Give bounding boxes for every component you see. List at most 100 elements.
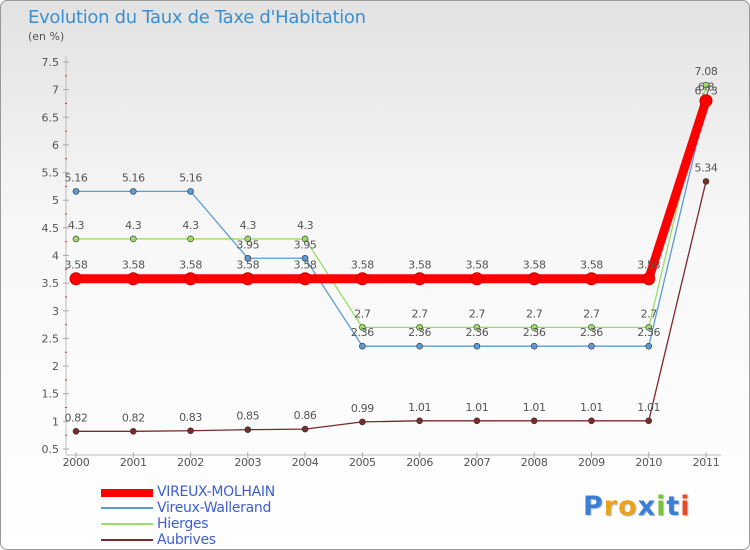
data-point xyxy=(645,342,653,350)
data-label: 0.85 xyxy=(236,410,259,423)
y-tick-label: 1 xyxy=(52,415,59,428)
data-point xyxy=(645,417,653,425)
data-point xyxy=(473,324,481,331)
data-label: 2.7 xyxy=(583,307,600,320)
logo-letter: t xyxy=(666,491,681,522)
data-label: 3.58 xyxy=(465,259,488,272)
legend-swatch-vireux-molhain xyxy=(101,489,153,497)
data-label: 0.82 xyxy=(122,411,145,424)
data-label: 3.58 xyxy=(523,259,546,272)
data-point xyxy=(359,342,366,350)
data-point xyxy=(588,324,595,331)
data-point xyxy=(184,272,198,286)
x-tick-label: 2004 xyxy=(292,456,319,469)
y-tick-label: 4.5 xyxy=(42,222,60,235)
data-label: 1.01 xyxy=(523,401,546,414)
data-point xyxy=(416,417,423,425)
data-label: 2.7 xyxy=(469,307,486,320)
legend-label: VIREUX-MOLHAIN xyxy=(157,484,275,500)
data-point xyxy=(416,342,423,350)
data-point xyxy=(473,342,481,350)
y-tick-label: 7.5 xyxy=(42,56,60,69)
data-point xyxy=(187,235,194,243)
data-label: 2.36 xyxy=(465,326,488,339)
data-label: 4.3 xyxy=(182,219,199,232)
data-label: 5.16 xyxy=(122,171,145,184)
data-point xyxy=(244,426,252,433)
data-point xyxy=(72,188,80,195)
data-label: 3.58 xyxy=(294,259,317,272)
legend-label: Hierges xyxy=(157,516,209,532)
proxiti-logo: Proxiti xyxy=(583,491,691,522)
data-label: 6.8 xyxy=(698,81,715,94)
logo-letter: r xyxy=(603,491,619,522)
data-point xyxy=(584,272,598,286)
data-point xyxy=(129,188,137,195)
logo-letter: i xyxy=(656,491,667,522)
data-point xyxy=(588,417,595,425)
data-point xyxy=(355,272,369,286)
data-point xyxy=(187,188,194,195)
data-point xyxy=(298,272,312,286)
y-tick-label: 6.5 xyxy=(42,111,60,124)
data-point xyxy=(187,427,194,435)
data-label: 2.36 xyxy=(351,326,374,339)
data-point xyxy=(72,235,80,243)
data-label: 2.7 xyxy=(641,307,658,320)
data-label: 2.7 xyxy=(526,307,543,320)
data-label: 1.01 xyxy=(580,401,603,414)
data-label: 5.16 xyxy=(179,171,202,184)
legend-swatch-vireux-wallerand xyxy=(101,507,153,509)
y-tick-label: 5.5 xyxy=(42,167,60,180)
data-label: 3.58 xyxy=(236,259,259,272)
data-label: 4.3 xyxy=(240,219,257,232)
data-point xyxy=(530,324,538,331)
data-label: 3.95 xyxy=(294,238,317,251)
x-tick-label: 2009 xyxy=(578,456,605,469)
data-point xyxy=(129,428,137,435)
y-tick-label: 4 xyxy=(52,250,59,263)
data-label: 1.01 xyxy=(637,401,660,414)
x-tick-label: 2001 xyxy=(120,456,147,469)
data-point xyxy=(301,254,309,262)
data-label: 1.01 xyxy=(408,401,431,414)
data-point xyxy=(702,178,710,185)
data-point xyxy=(359,324,366,331)
y-tick-label: 1.5 xyxy=(42,388,60,401)
legend-swatch-hierges xyxy=(101,523,153,525)
data-label: 2.36 xyxy=(637,326,660,339)
data-label: 2.7 xyxy=(411,307,428,320)
logo-letter: i xyxy=(680,491,691,522)
data-label: 4.3 xyxy=(125,219,142,232)
data-point xyxy=(530,417,538,425)
x-tick-label: 2006 xyxy=(406,456,433,469)
data-point xyxy=(72,428,80,435)
data-point xyxy=(645,324,653,331)
data-label: 1.01 xyxy=(465,401,488,414)
data-point xyxy=(588,342,595,350)
data-point xyxy=(244,254,252,262)
data-label: 2.36 xyxy=(580,326,603,339)
y-tick-label: 7 xyxy=(52,84,59,97)
legend-label: Vireux-Wallerand xyxy=(157,500,272,516)
data-label: 0.86 xyxy=(294,409,317,422)
y-tick-label: 2 xyxy=(52,360,59,373)
data-label: 3.58 xyxy=(65,259,88,272)
data-label: 4.3 xyxy=(68,219,85,232)
data-label: 0.83 xyxy=(179,411,202,424)
data-point xyxy=(702,81,710,89)
data-label: 5.16 xyxy=(65,171,88,184)
data-point xyxy=(301,425,309,433)
x-tick-label: 2005 xyxy=(349,456,376,469)
data-label: 4.3 xyxy=(297,219,314,232)
data-label: 7.08 xyxy=(695,65,718,78)
legend-label: Aubrives xyxy=(157,532,216,548)
x-tick-label: 2000 xyxy=(63,456,90,469)
data-point xyxy=(473,417,481,425)
data-point xyxy=(244,235,252,243)
x-tick-label: 2008 xyxy=(521,456,548,469)
legend-swatch-aubrives xyxy=(101,539,153,541)
data-point xyxy=(530,342,538,350)
data-label: 3.58 xyxy=(351,259,374,272)
